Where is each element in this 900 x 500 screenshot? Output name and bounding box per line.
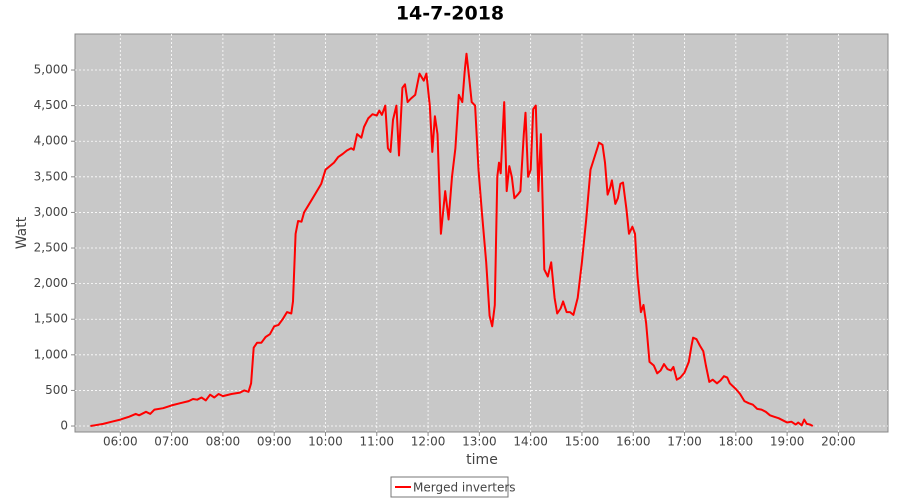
plot-area bbox=[74, 33, 889, 433]
y-tick-label: 5,000 bbox=[34, 63, 68, 77]
y-tick-label: 500 bbox=[45, 383, 68, 397]
x-tick-label: 11:00 bbox=[359, 435, 394, 449]
x-tick-label: 10:00 bbox=[308, 435, 343, 449]
y-tick-label: 3,000 bbox=[34, 205, 68, 219]
x-tick-label: 07:00 bbox=[154, 435, 189, 449]
x-tick-label: 08:00 bbox=[206, 435, 241, 449]
x-tick-label: 13:00 bbox=[462, 435, 497, 449]
x-tick-label: 06:00 bbox=[103, 435, 138, 449]
x-tick-label: 16:00 bbox=[616, 435, 651, 449]
line-series bbox=[90, 52, 814, 427]
x-tick-label: 19:00 bbox=[770, 435, 805, 449]
x-tick-label: 18:00 bbox=[719, 435, 754, 449]
y-tick-label: 1,000 bbox=[34, 347, 68, 361]
y-tick-label: 1,500 bbox=[34, 312, 68, 326]
x-tick-label: 17:00 bbox=[667, 435, 702, 449]
chart-title: 14-7-2018 bbox=[396, 3, 504, 25]
x-axis-label: time bbox=[466, 452, 498, 468]
x-tick-label: 12:00 bbox=[411, 435, 446, 449]
x-tick-label: 14:00 bbox=[513, 435, 548, 449]
x-tick-label: 20:00 bbox=[821, 435, 856, 449]
y-tick-label: 2,500 bbox=[34, 241, 68, 255]
legend-label: Merged inverters bbox=[413, 481, 516, 495]
y-axis-label: Watt bbox=[14, 216, 30, 249]
y-tick-label: 3,500 bbox=[34, 169, 68, 183]
legend: Merged inverters bbox=[390, 476, 516, 498]
x-tick-label: 15:00 bbox=[565, 435, 600, 449]
y-tick-label: 4,500 bbox=[34, 98, 68, 112]
y-tick-label: 4,000 bbox=[34, 134, 68, 148]
y-tick-label: 0 bbox=[60, 419, 68, 433]
y-tick-label: 2,000 bbox=[34, 276, 68, 290]
x-tick-label: 09:00 bbox=[257, 435, 292, 449]
legend-box bbox=[390, 476, 509, 498]
